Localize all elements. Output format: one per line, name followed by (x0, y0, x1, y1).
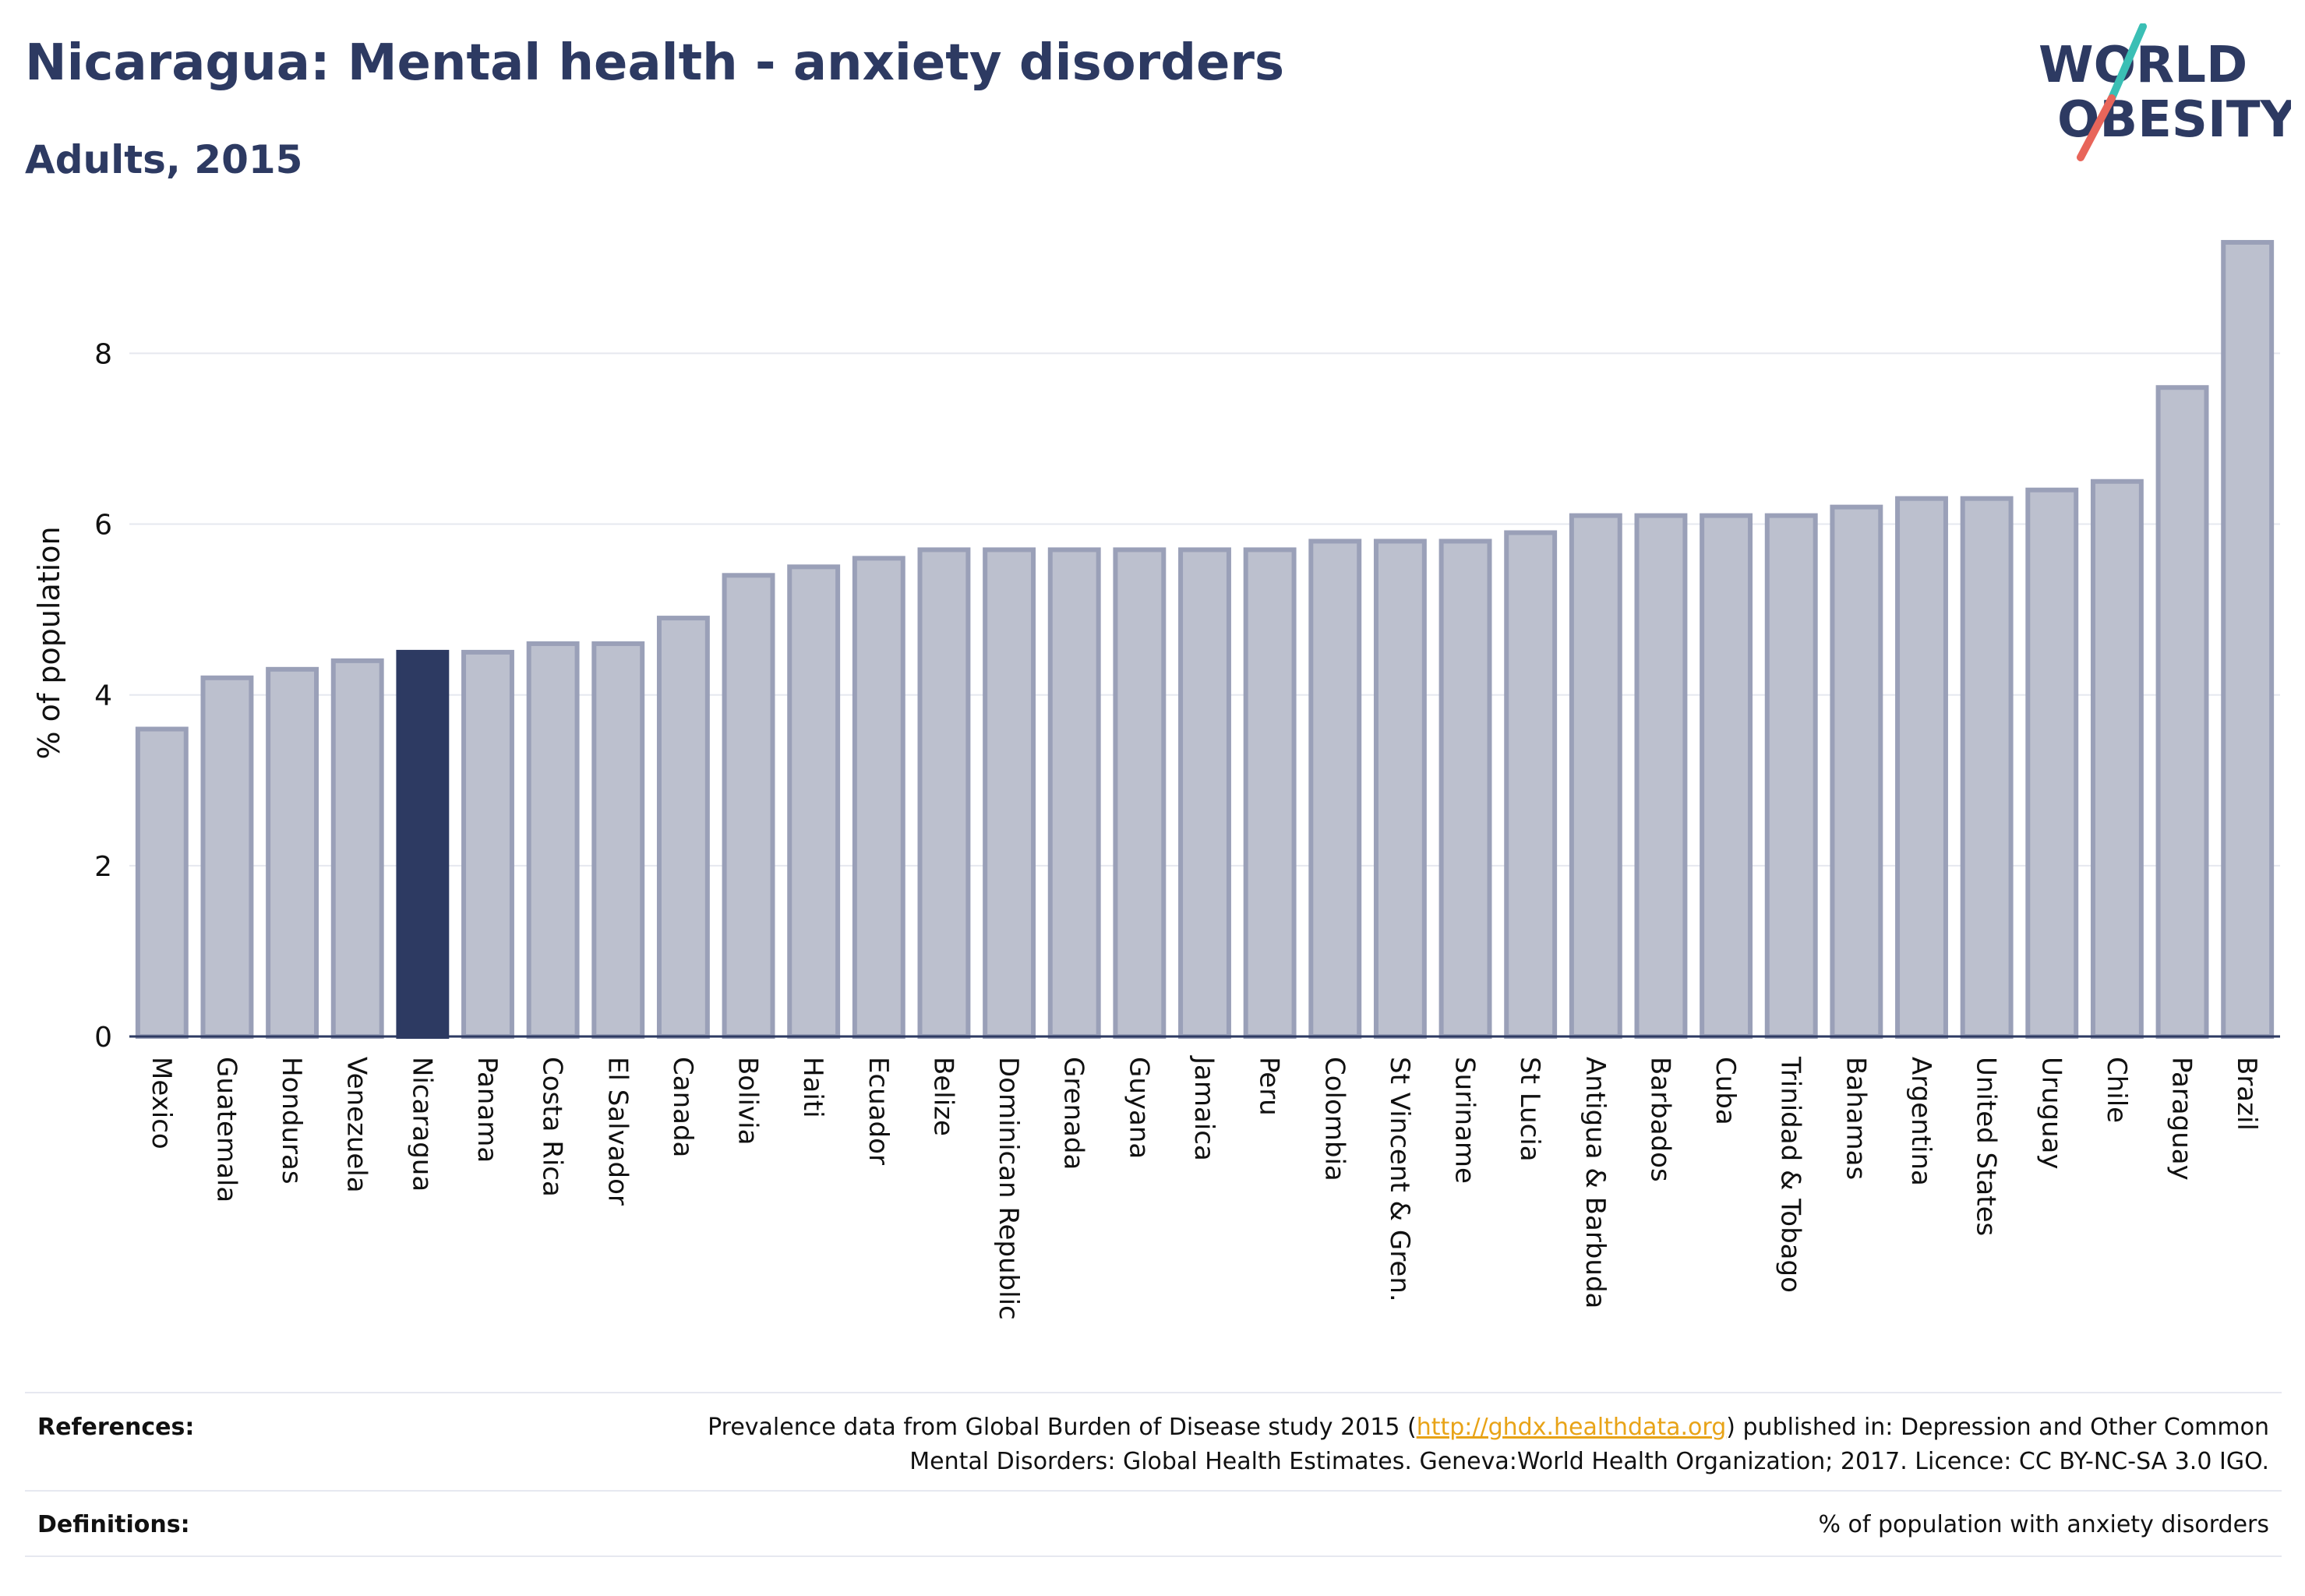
x-tick-label: Peru (1254, 1057, 1285, 1116)
x-tick-label: El Salvador (602, 1057, 633, 1206)
bars (135, 239, 2275, 1040)
definitions-text: % of population with anxiety disorders (1818, 1511, 2269, 1538)
x-tick-label: Dominican Republic (993, 1057, 1024, 1320)
x-tick-label: Honduras (276, 1057, 307, 1185)
x-tick-label: Grenada (1058, 1057, 1089, 1170)
x-tick-label: United States (1971, 1057, 2002, 1236)
world-obesity-logo: WORLD OBESITY (2038, 23, 2291, 161)
references-pre: Prevalence data from Global Burden of Di… (708, 1414, 1417, 1441)
bar (1700, 513, 1753, 1039)
bar (526, 641, 580, 1039)
bar (1438, 538, 1492, 1039)
x-tick-label: Trinidad & Tobago (1775, 1056, 1806, 1293)
bar (1895, 496, 1948, 1039)
x-tick-label: Suriname (1449, 1057, 1481, 1184)
bar (1178, 547, 1231, 1039)
bar (852, 556, 905, 1039)
x-tick-label: Cuba (1710, 1057, 1741, 1125)
bar (1373, 538, 1427, 1039)
references-label: References: (37, 1414, 195, 1441)
bar (461, 649, 514, 1040)
y-tick-label: 8 (94, 338, 112, 370)
bar (917, 547, 971, 1039)
bar (983, 547, 1036, 1039)
definitions-label: Definitions: (37, 1511, 190, 1538)
references-row: References: Prevalence data from Global … (25, 1411, 2282, 1475)
bar-chart: 0 2 4 6 8 Mexico Guatemala Honduras Venezuela Ni… (32, 239, 2280, 1320)
footer-divider-top (25, 1392, 2282, 1393)
x-tick-label: Belize (927, 1057, 958, 1136)
x-tick-label: Guyana (1123, 1057, 1154, 1159)
y-axis-label: % of population (32, 526, 66, 759)
bar (2025, 487, 2079, 1039)
x-tick-label: Bahamas (1840, 1057, 1871, 1180)
x-tick-label: Paraguay (2166, 1057, 2197, 1181)
footer-divider-bottom (25, 1555, 2282, 1557)
bar (1243, 547, 1297, 1039)
bar (200, 675, 254, 1039)
logo-slash-teal (2108, 23, 2147, 102)
x-tick-label: Jamaica (1188, 1055, 1220, 1161)
bar (1764, 513, 1818, 1039)
x-tick-label: Panama (471, 1057, 503, 1163)
logo-slash-coral (2077, 94, 2116, 161)
bar (2221, 239, 2275, 1039)
x-tick-label: Barbados (1644, 1057, 1675, 1182)
y-tick-label: 2 (94, 851, 112, 883)
bar (266, 666, 319, 1039)
bar (656, 616, 710, 1039)
x-tick-label: Nicaragua (406, 1057, 437, 1192)
bar (1113, 547, 1167, 1039)
bar (591, 641, 645, 1039)
x-tick-label: Uruguay (2035, 1057, 2067, 1170)
x-tick-label: Chile (2101, 1057, 2132, 1123)
x-tick-label: Ecuador (863, 1057, 894, 1165)
x-tick-label: Bolivia (732, 1057, 764, 1145)
references-line2: Mental Disorders: Global Health Estimate… (909, 1448, 2269, 1475)
x-tick-label: Mexico (146, 1057, 177, 1149)
bar (722, 573, 775, 1039)
bar (1569, 513, 1622, 1039)
bar (330, 658, 384, 1039)
references-post: ) published in: Depression and Other Com… (1726, 1414, 2269, 1441)
bar-highlight (396, 649, 450, 1040)
chart-subtitle: Adults, 2015 (25, 137, 303, 182)
y-tick-label: 4 (94, 680, 112, 712)
y-tick-label: 6 (94, 510, 112, 542)
bar (2090, 478, 2144, 1039)
logo-line1: WORLD (2038, 37, 2247, 94)
x-tick-labels: Mexico Guatemala Honduras Venezuela Nicaragu… (146, 1055, 2262, 1320)
x-tick-label: Guatemala (210, 1057, 242, 1202)
bar (1504, 530, 1558, 1039)
bar (1960, 496, 2014, 1039)
definitions-row: Definitions: % of population with anxiet… (25, 1508, 2282, 1547)
bar (135, 726, 189, 1039)
bar (1047, 547, 1101, 1039)
y-tick-label: 0 (94, 1022, 112, 1054)
x-tick-label: Argentina (1905, 1057, 1936, 1186)
x-tick-label: St Vincent & Gren. (1384, 1057, 1415, 1302)
bar (1308, 538, 1362, 1039)
chart-title: Nicaragua: Mental health - anxiety disor… (25, 34, 1285, 92)
bar (787, 564, 841, 1039)
x-tick-label: Colombia (1318, 1057, 1350, 1181)
x-tick-label: Venezuela (341, 1057, 372, 1193)
bar (1634, 513, 1688, 1039)
x-tick-label: Canada (667, 1057, 698, 1157)
footer-divider-middle (25, 1490, 2282, 1492)
bar (2155, 385, 2209, 1039)
bar (1830, 504, 1883, 1039)
x-tick-label: Costa Rica (537, 1057, 568, 1197)
x-tick-label: St Lucia (1514, 1057, 1545, 1162)
references-text: Prevalence data from Global Burden of Di… (708, 1411, 2269, 1479)
y-tick-labels: 0 2 4 6 8 (94, 338, 112, 1054)
x-tick-label: Antigua & Barbuda (1580, 1057, 1611, 1308)
x-tick-label: Haiti (797, 1057, 828, 1118)
x-tick-label: Brazil (2231, 1057, 2262, 1131)
references-link[interactable]: http://ghdx.healthdata.org (1416, 1414, 1727, 1441)
